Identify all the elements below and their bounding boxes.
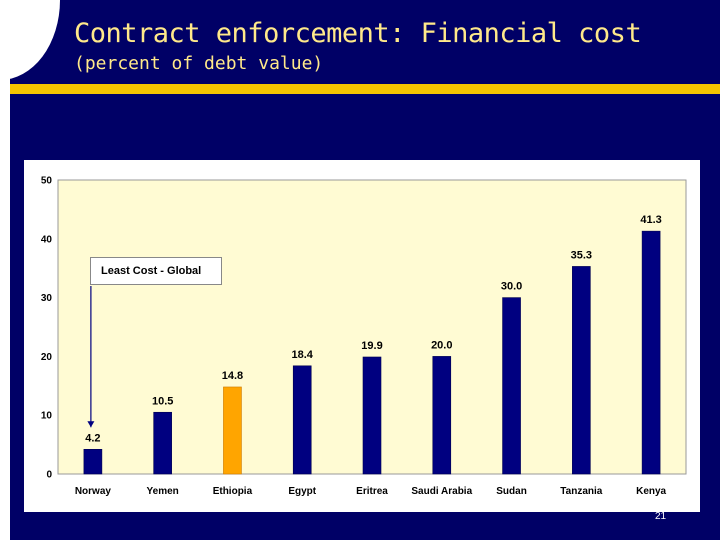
data-label: 18.4 [292, 349, 314, 361]
annotation-arrow-head [87, 421, 95, 428]
bar-sudan [502, 297, 521, 475]
bar-tanzania [572, 266, 591, 475]
data-label: 35.3 [571, 249, 592, 261]
y-tick-label: 50 [41, 176, 53, 187]
bar-chart: 0 10 20 30 40 50 4.2 Norway 10.5 Yemen 14.8 Ethiop… [41, 176, 687, 497]
data-label: 19.9 [361, 340, 382, 352]
bar-eritrea [362, 356, 382, 475]
y-tick-label: 0 [46, 470, 52, 481]
x-tick-label: Eritrea [356, 486, 388, 497]
slide-title: Contract enforcement: Financial cost [74, 18, 642, 49]
bar-norway [83, 449, 103, 475]
x-tick-label: Ethiopia [213, 486, 253, 497]
data-label: 41.3 [640, 214, 661, 226]
bar-yemen [153, 411, 172, 475]
x-tick-label: Yemen [147, 486, 179, 497]
x-tick-label: Kenya [636, 486, 666, 497]
data-label: 30.0 [501, 281, 522, 293]
y-tick-label: 20 [41, 352, 53, 363]
chart-container: 0 10 20 30 40 50 4.2 Norway 10.5 Yemen 14.8 Ethiop… [24, 160, 700, 512]
data-label: 20.0 [431, 339, 452, 351]
data-label: 4.2 [85, 432, 100, 444]
x-tick-label: Norway [75, 486, 112, 497]
x-tick-label: Saudi Arabia [411, 486, 472, 497]
labels-group: 4.2 Norway 10.5 Yemen 14.8 Ethiopia 18.4 Egypt 1… [75, 214, 667, 497]
bar-egypt [292, 365, 312, 475]
slide-subtitle: (percent of debt value) [74, 53, 324, 74]
bar-ethiopia [223, 386, 242, 475]
y-tick-label: 40 [41, 234, 53, 245]
x-tick-label: Tanzania [560, 486, 602, 497]
bar-saudi-arabia [432, 356, 452, 475]
least-cost-annotation: Least Cost - Global [90, 257, 222, 285]
bar-kenya [641, 230, 661, 475]
bars-group [83, 230, 661, 475]
y-tick-label: 30 [41, 293, 53, 304]
annotation-arrow-group [87, 286, 95, 428]
x-tick-label: Egypt [288, 486, 316, 497]
axes-group: 0 10 20 30 40 50 [41, 176, 53, 481]
data-label: 10.5 [152, 395, 173, 407]
y-tick-label: 10 [41, 411, 53, 422]
title-accent-rule [10, 84, 720, 94]
x-tick-label: Sudan [496, 486, 527, 497]
slide-left-margin [0, 0, 10, 540]
slide-number: 21 [655, 511, 667, 522]
data-label: 14.8 [222, 370, 243, 382]
